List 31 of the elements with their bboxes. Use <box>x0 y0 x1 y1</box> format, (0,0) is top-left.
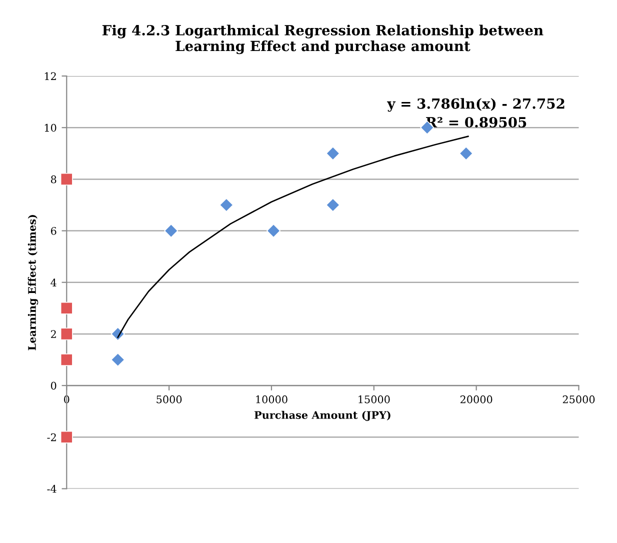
x-tick-label: 20000 <box>460 395 492 404</box>
point <box>459 146 474 160</box>
y-tick-label: 2 <box>50 330 56 338</box>
point <box>326 146 340 160</box>
y-tick-label: -4 <box>47 484 56 493</box>
point <box>326 198 340 212</box>
x-tick-label: 15000 <box>358 395 390 404</box>
point <box>60 354 73 366</box>
y-axis-title: Learning Effect (times) <box>28 215 38 350</box>
y-tick-label: -2 <box>47 433 56 442</box>
point <box>60 302 73 314</box>
x-tick-label: 0 <box>64 395 70 404</box>
y-tick-label: 0 <box>50 382 56 390</box>
point <box>110 352 125 367</box>
point <box>60 328 73 340</box>
point <box>219 198 234 212</box>
annotation: y = 3.786ln(x) - 27.752 <box>387 98 564 112</box>
point <box>60 430 73 444</box>
x-tick-label: 25000 <box>562 395 595 404</box>
y-tick-label: 4 <box>50 278 56 286</box>
chart-title: Fig 4.2.3 Logarthmical Regression Relationship between Learning Effect and purchase amount <box>102 24 544 54</box>
point <box>60 172 73 186</box>
y-tick-label: 12 <box>44 72 56 80</box>
x-tick-label: 10000 <box>256 395 288 404</box>
x-axis-title: Purchase Amount (JPY) <box>254 410 390 421</box>
x-tick-label: 5000 <box>156 395 182 404</box>
y-tick-label: 10 <box>44 124 56 132</box>
point <box>266 224 281 238</box>
y-tick-label: 6 <box>50 227 56 235</box>
y-tick-label: 8 <box>50 175 56 184</box>
point <box>164 224 178 238</box>
